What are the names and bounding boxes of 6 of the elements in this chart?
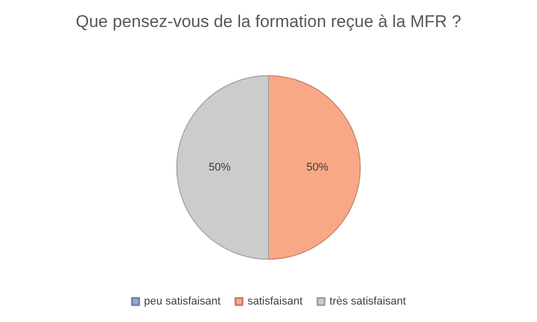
legend-label: satisfaisant (247, 296, 303, 308)
legend-label: peu satisfaisant (144, 296, 220, 308)
data-label: 50% (208, 161, 231, 174)
legend-label: très satisfaisant (330, 296, 406, 308)
data-label: 50% (306, 161, 329, 174)
chart-title: Que pensez-vous de la formation reçue à la MFR ? (76, 12, 462, 31)
